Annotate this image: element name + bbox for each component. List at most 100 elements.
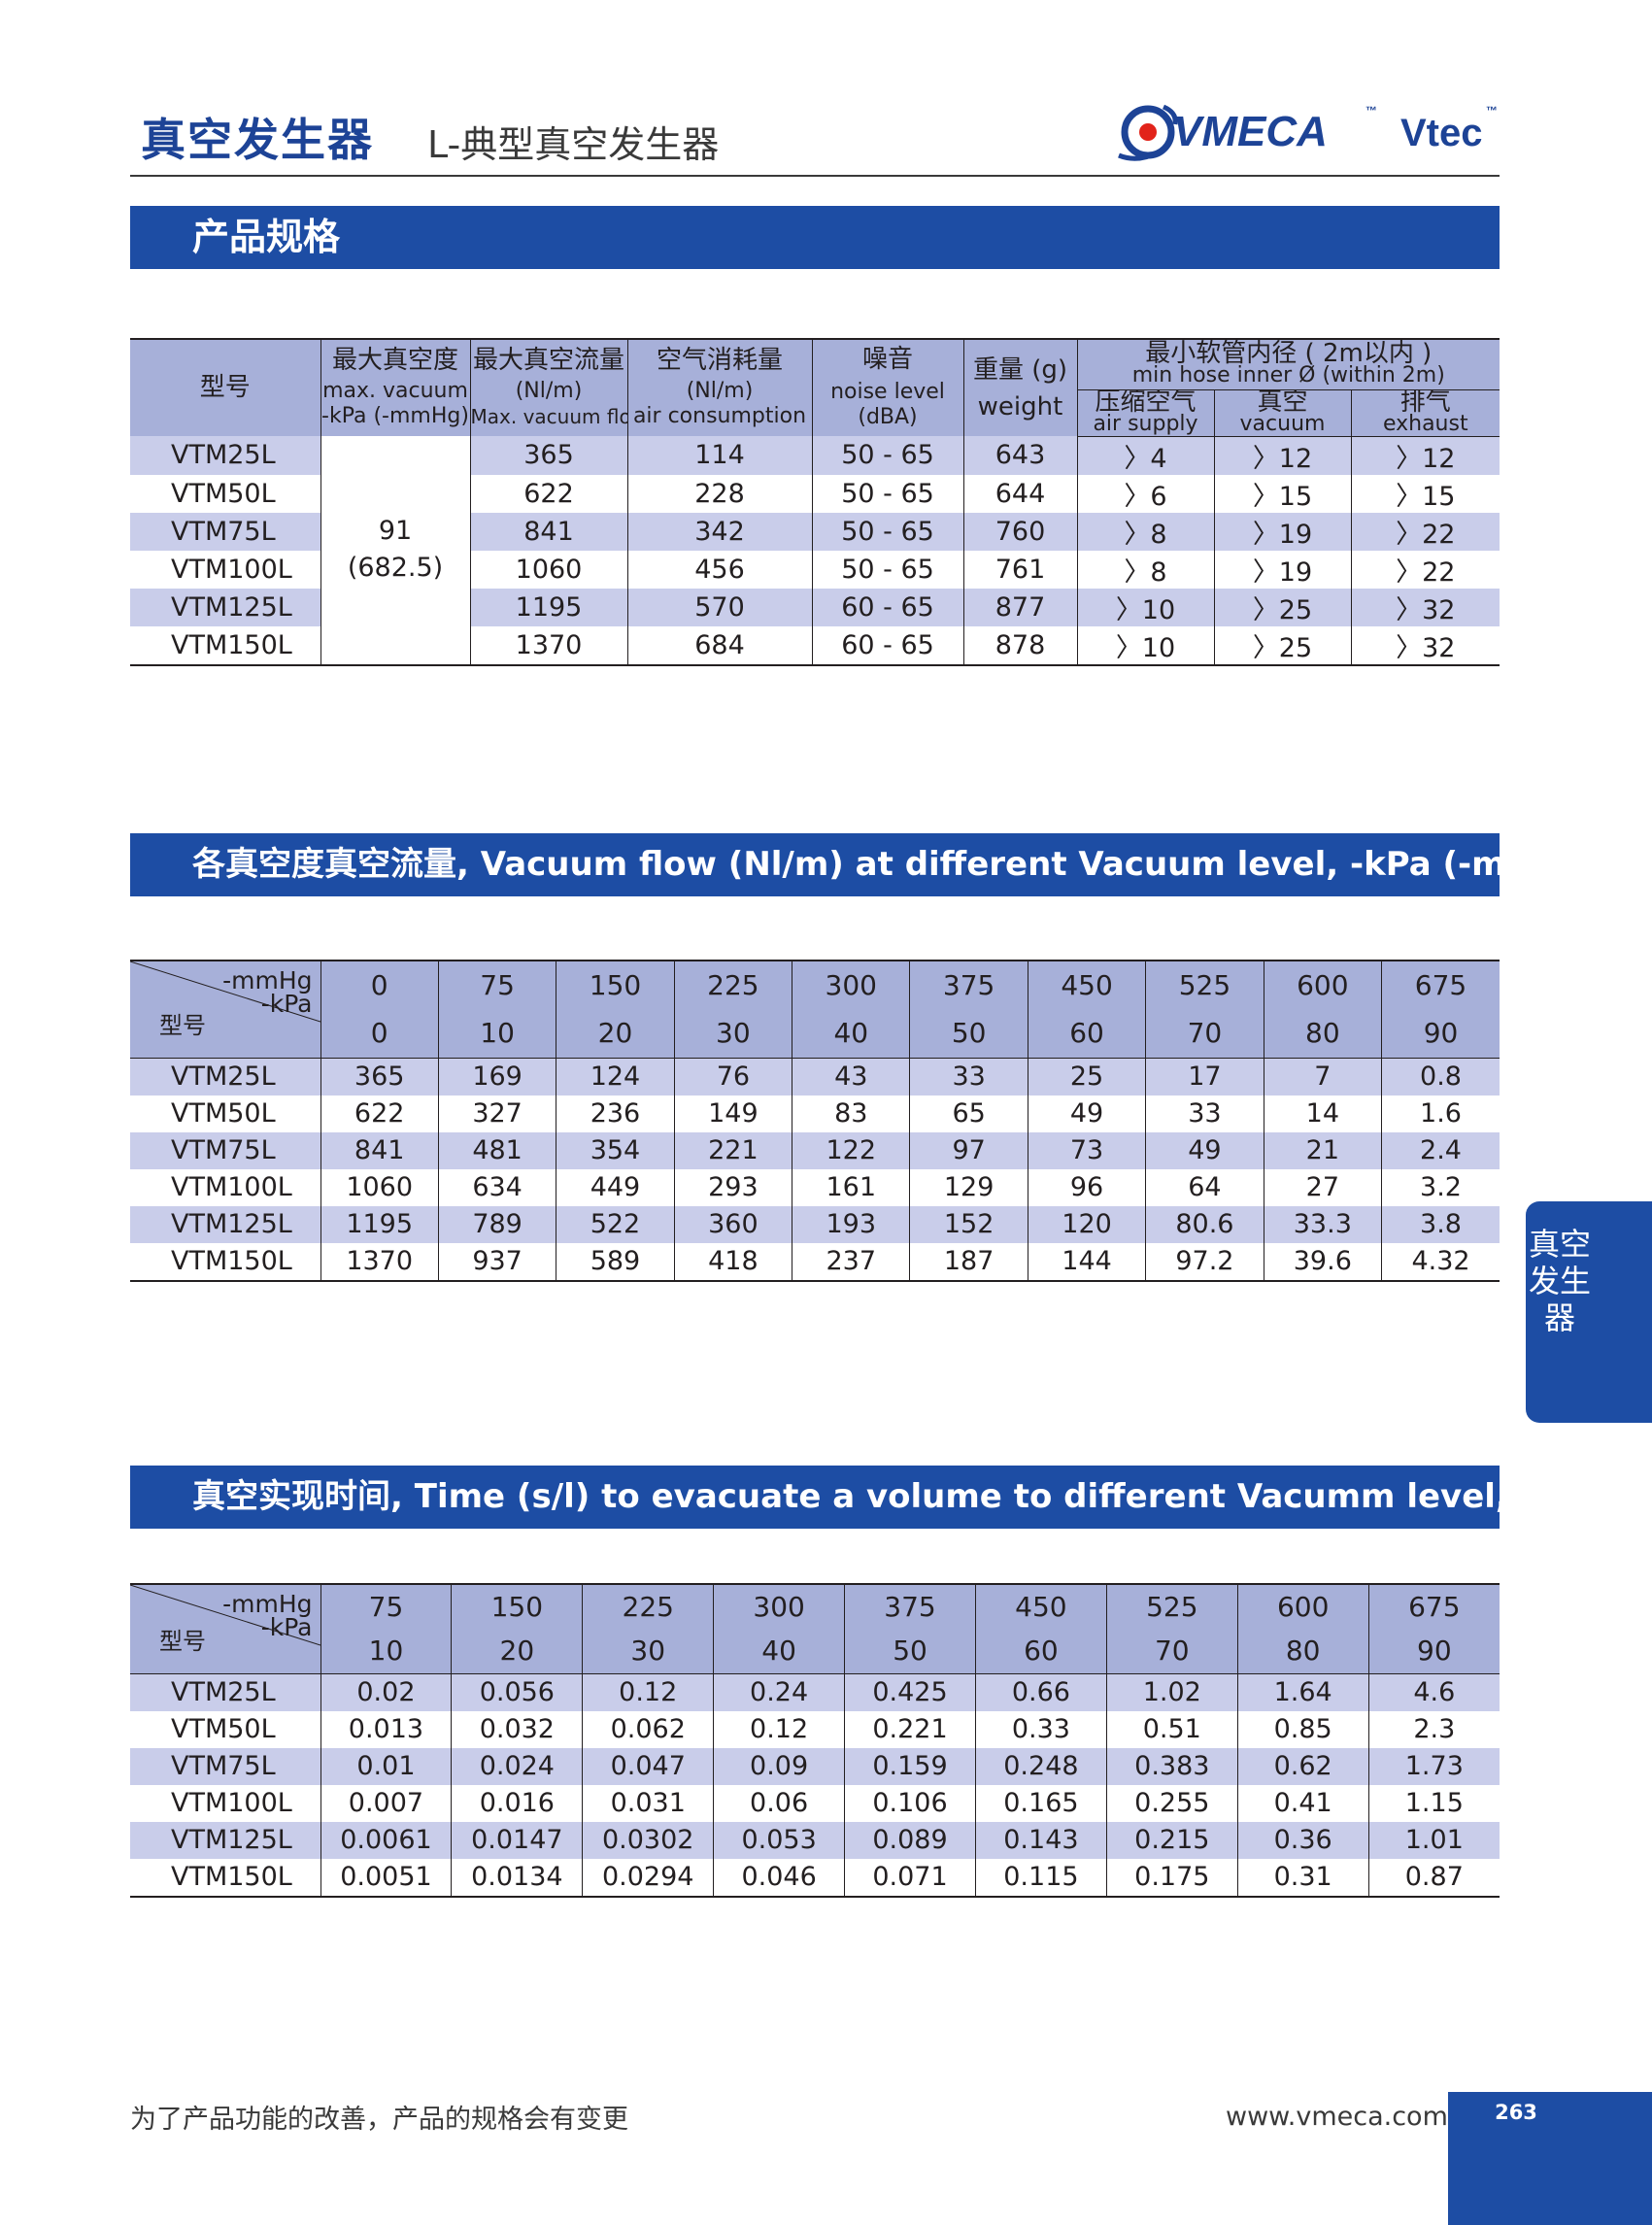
header-mmhg: 75 [320,1584,453,1629]
value-cell: 589 [556,1242,675,1281]
value-cell: 0.031 [582,1784,715,1822]
flow-cell: 1195 [470,588,628,626]
header-mmhg: 675 [1368,1584,1500,1629]
value-cell: 1.73 [1368,1747,1500,1785]
value-cell: 0.165 [975,1784,1107,1822]
logo-tm: ™ [1365,104,1377,118]
value-cell: 789 [438,1205,557,1243]
diagonal-line [130,961,320,1023]
value-cell: 449 [556,1168,675,1206]
vacuum-port-cell: 〉15 [1214,474,1352,513]
value-cell: 0.175 [1106,1858,1238,1897]
vacuum-port-cell: 〉19 [1214,512,1352,551]
header-kpa: 0 [320,1009,439,1059]
header-hose: 最小软管内径 ( 2m以内 ) min hose inner Ø (within… [1077,339,1500,389]
model-cell: VTM150L [130,1858,321,1897]
value-cell: 0.032 [451,1710,584,1748]
header-kpa: 20 [556,1009,675,1059]
value-cell: 33 [1145,1095,1264,1132]
value-cell: 0.24 [713,1673,846,1711]
noise-cell: 50 - 65 [812,512,964,551]
max-vacuum-kpa: 91 [378,516,413,547]
flow-cell: 1060 [470,550,628,589]
exhaust-cell: 〉15 [1351,474,1500,513]
air-cell: 342 [627,512,813,551]
weight-cell: 761 [963,550,1078,589]
value-cell: 0.255 [1106,1784,1238,1822]
value-cell: 0.089 [844,1821,976,1859]
value-cell: 3.8 [1381,1205,1500,1243]
value-cell: 237 [792,1242,911,1281]
value-cell: 0.159 [844,1747,976,1785]
weight-cell: 644 [963,474,1078,513]
value-cell: 187 [909,1242,1028,1281]
value-cell: 161 [792,1168,911,1206]
header-mmhg: 300 [792,961,911,1009]
header-kpa: 90 [1368,1629,1500,1674]
value-cell: 0.0294 [582,1858,715,1897]
footer-url[interactable]: www.vmeca.com [1226,2102,1448,2132]
header-mmhg: 450 [975,1584,1107,1629]
vacuum-port-cell: 〉25 [1214,625,1352,665]
spec-table: 型号 最大真空度 max. vacuum -kPa (-mmHg) 最大真空流量… [130,338,1500,666]
header-kpa: 60 [1028,1009,1147,1059]
noise-cell: 60 - 65 [812,625,964,665]
weight-cell: 877 [963,588,1078,626]
logo-text: VMECA [1173,108,1328,155]
value-cell: 0.85 [1237,1710,1369,1748]
header-corner: -mmHg -kPa 型号 [130,1584,321,1674]
value-cell: 0.047 [582,1747,715,1785]
value-cell: 0.33 [975,1710,1107,1748]
header-kpa: 30 [582,1629,715,1674]
table-row: VTM25L 91 (682.5) 365 114 50 - 65 643 〉4 〉12 〉12 [130,436,1500,665]
value-cell: 0.013 [320,1710,453,1748]
value-cell: 354 [556,1131,675,1169]
header-kpa: 90 [1381,1009,1500,1059]
value-cell: 64 [1145,1168,1264,1206]
header-mmhg: 600 [1237,1584,1369,1629]
side-tab[interactable] [1526,1201,1652,1423]
table-row: VTM125L 1195 570 60 - 65 877 〉10 〉25 〉32 [130,588,1500,626]
air-cell: 456 [627,550,813,589]
value-cell: 0.09 [713,1747,846,1785]
value-cell: 73 [1028,1131,1147,1169]
value-cell: 152 [909,1205,1028,1243]
value-cell: 0.046 [713,1858,846,1897]
header-mmhg: 225 [674,961,793,1009]
value-cell: 481 [438,1131,557,1169]
value-cell: 80.6 [1145,1205,1264,1243]
section-bar-time: 真空实现时间, Time (s/l) to evacuate a volume … [130,1466,1500,1529]
value-cell: 2.3 [1368,1710,1500,1748]
value-cell: 0.0134 [451,1858,584,1897]
header-kpa: 70 [1106,1629,1238,1674]
value-cell: 327 [438,1095,557,1132]
flow-cell: 365 [470,436,628,475]
weight-cell: 878 [963,625,1078,665]
value-cell: 21 [1264,1131,1383,1169]
value-cell: 293 [674,1168,793,1206]
value-cell: 49 [1028,1095,1147,1132]
air-cell: 684 [627,625,813,665]
model-cell: VTM125L [130,1205,321,1243]
header-air-supply: 压缩空气 air supply [1077,388,1215,437]
air-supply-cell: 〉8 [1077,512,1215,551]
value-cell: 0.056 [451,1673,584,1711]
model-cell: VTM125L [130,1821,321,1859]
section-bar-flow: 各真空度真空流量, Vacuum flow (Nl/m) at differen… [130,833,1500,896]
value-cell: 0.248 [975,1747,1107,1785]
flow-cell: 622 [470,474,628,513]
value-cell: 124 [556,1058,675,1096]
value-cell: 0.01 [320,1747,453,1785]
table-row: VTM150L 1370 937 589 418 237 187 144 97.2 39.6 4.3… [130,1242,1500,1281]
value-cell: 65 [909,1095,1028,1132]
vacuum-port-cell: 〉12 [1214,436,1352,475]
value-cell: 1195 [320,1205,439,1243]
value-cell: 0.215 [1106,1821,1238,1859]
value-cell: 236 [556,1095,675,1132]
model-cell: VTM100L [130,550,321,589]
header-kpa: 40 [792,1009,911,1059]
header-kpa: 70 [1145,1009,1264,1059]
model-cell: VTM150L [130,1242,321,1281]
table-row: VTM25L 365 169 124 76 43 33 25 17 7 0.8 [130,1058,1500,1096]
model-cell: VTM125L [130,588,321,626]
